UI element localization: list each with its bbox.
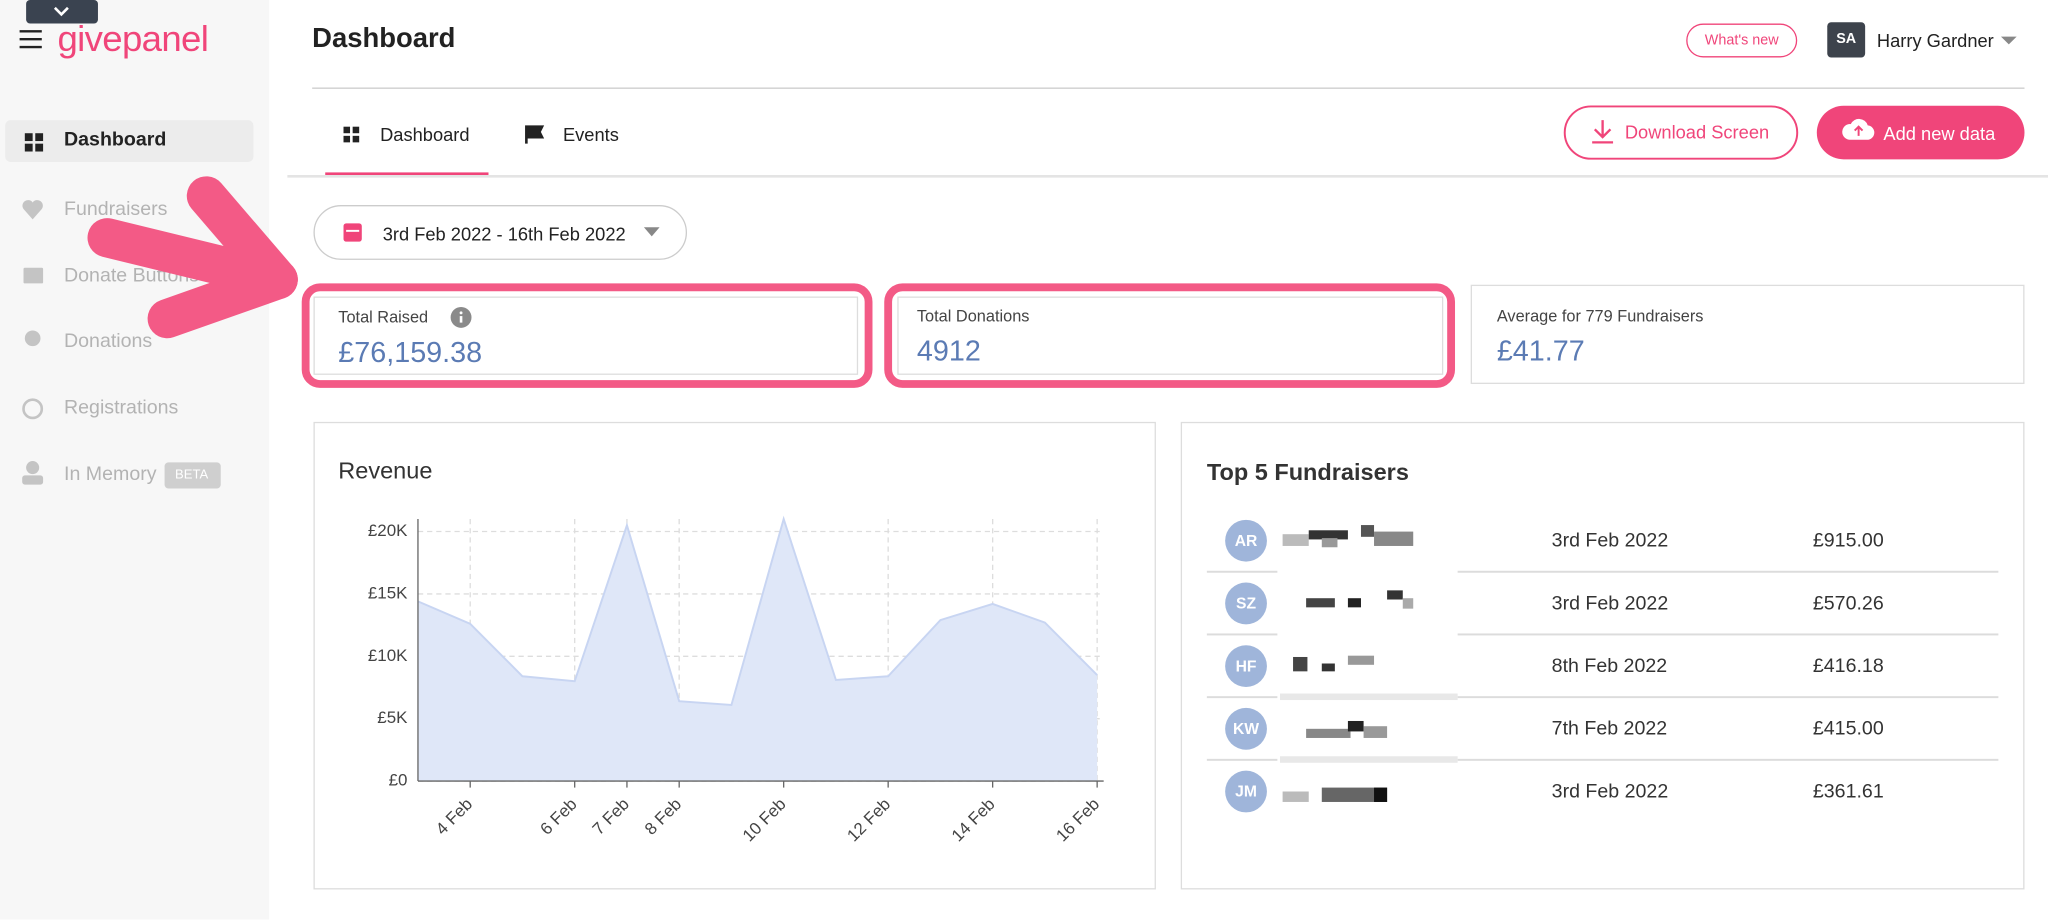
button-icon xyxy=(23,267,44,284)
date-picker[interactable] xyxy=(313,205,688,260)
highlight xyxy=(301,283,873,388)
table-title: Top 5 Fundraisers xyxy=(1206,459,1409,486)
nav-item[interactable]: Dashboard xyxy=(63,128,167,151)
award-icon xyxy=(24,330,41,347)
y-tick-label: £5K xyxy=(377,708,408,727)
amount: £415.00 xyxy=(1812,717,1884,740)
date: 8th Feb 2022 xyxy=(1551,655,1668,678)
amount: £361.61 xyxy=(1812,780,1884,803)
stat-card xyxy=(313,296,859,375)
area xyxy=(417,519,1098,782)
area-line xyxy=(417,515,1098,706)
stat-card xyxy=(897,296,1444,375)
page-title: Dashboard xyxy=(312,23,456,54)
nav-item[interactable]: Fundraisers xyxy=(63,197,168,221)
initials: HF xyxy=(1235,656,1257,676)
pointer-arrow xyxy=(87,176,298,339)
download-button[interactable] xyxy=(1563,105,1799,160)
header-graphics xyxy=(287,36,2048,260)
redacted-names xyxy=(1279,525,1458,802)
calendar-line xyxy=(346,229,360,232)
separators xyxy=(1206,570,1999,761)
memory-icon xyxy=(26,461,40,475)
beta-badge xyxy=(164,462,221,489)
stat-label: Total Raised xyxy=(338,308,429,327)
y-tick-label: £20K xyxy=(368,521,408,540)
info-icon[interactable] xyxy=(449,306,473,330)
date: 3rd Feb 2022 xyxy=(1551,780,1669,803)
stat-value: 4912 xyxy=(916,334,981,368)
beta-label: BETA xyxy=(175,468,209,483)
y-tick-label: £15K xyxy=(368,583,408,602)
highlight xyxy=(884,283,1456,388)
registration-icon xyxy=(22,398,44,420)
amount: £915.00 xyxy=(1812,529,1884,552)
tab[interactable]: Events xyxy=(562,124,619,145)
date-range[interactable]: 3rd Feb 2022 - 16th Feb 2022 xyxy=(382,223,626,245)
tab[interactable]: Dashboard xyxy=(380,124,470,145)
nav-item[interactable]: In Memory xyxy=(63,463,157,486)
button-label[interactable]: Download Screen xyxy=(1624,121,1770,143)
sidebar-icons xyxy=(5,0,254,489)
logo[interactable]: givepanel xyxy=(57,18,209,59)
active-tab-underline xyxy=(325,172,489,176)
date: 7th Feb 2022 xyxy=(1551,717,1668,740)
download-icon xyxy=(1592,120,1614,144)
stat-label: Average for 779 Fundraisers xyxy=(1496,306,1704,326)
initials: JM xyxy=(1235,782,1257,801)
active-nav-bg xyxy=(5,120,254,162)
stat-card xyxy=(1470,284,2025,384)
date-caret xyxy=(643,227,660,237)
date: 3rd Feb 2022 xyxy=(1551,529,1669,552)
avatar[interactable]: SA xyxy=(1827,22,1866,58)
avatars xyxy=(1225,519,1267,813)
nav-item[interactable]: Registrations xyxy=(63,396,179,419)
chevron xyxy=(53,6,69,17)
nav-item[interactable]: Donations xyxy=(63,329,153,352)
initials: KW xyxy=(1232,719,1260,738)
user-name[interactable]: Harry Gardner xyxy=(1876,30,1994,51)
user-caret[interactable] xyxy=(2000,36,2017,45)
whats-new[interactable]: What's new xyxy=(1686,23,1798,58)
tab-dashboard-icon xyxy=(343,126,360,143)
stat-value: £41.77 xyxy=(1496,334,1585,368)
y-tick-label: £0 xyxy=(389,771,408,790)
hamburger[interactable] xyxy=(19,30,42,49)
tabs-shadow xyxy=(287,175,2048,178)
cloud-arrow xyxy=(1853,125,1864,136)
flag-icon xyxy=(525,125,545,144)
calendar-icon xyxy=(343,223,362,242)
heart-icon xyxy=(22,200,43,220)
dashboard-icon xyxy=(24,133,44,152)
y-tick-label: £10K xyxy=(368,646,408,665)
date: 3rd Feb 2022 xyxy=(1551,592,1669,615)
add-data-button[interactable] xyxy=(1816,105,2025,160)
amount: £570.26 xyxy=(1812,592,1884,615)
initials: SZ xyxy=(1236,594,1257,613)
memory-icon-base xyxy=(22,475,44,485)
header-divider xyxy=(312,87,2025,89)
chart-title: Revenue xyxy=(338,457,433,484)
amount: £416.18 xyxy=(1812,655,1884,678)
stat-label: Total Donations xyxy=(916,306,1030,326)
collapse-tab[interactable] xyxy=(26,0,98,24)
initials: AR xyxy=(1234,531,1258,550)
stat-value: £76,159.38 xyxy=(338,335,483,369)
button-label[interactable]: Add new data xyxy=(1883,122,1996,144)
